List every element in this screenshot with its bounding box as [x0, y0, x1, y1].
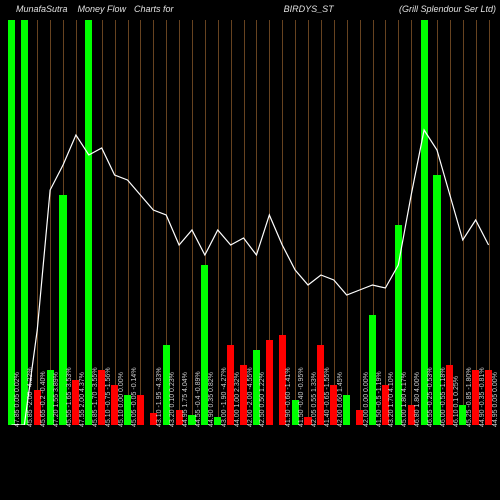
- title-charts-for: Charts for: [134, 4, 174, 20]
- title-money-flow: Money Flow: [78, 4, 127, 20]
- company-label: (Grill Splendour Ser Ltd): [399, 4, 496, 20]
- price-line: [5, 20, 495, 425]
- symbol-label: BIRDYS_ST: [284, 4, 334, 20]
- chart-header: MunafaSutra Money Flow Charts for BIRDYS…: [0, 4, 500, 20]
- brand-label: MunafaSutra: [16, 4, 68, 20]
- chart-area: [5, 20, 495, 425]
- x-axis-labels: 47.85 0.05 0.02%45.85 -2.00 -4.22%45.65 …: [5, 425, 495, 500]
